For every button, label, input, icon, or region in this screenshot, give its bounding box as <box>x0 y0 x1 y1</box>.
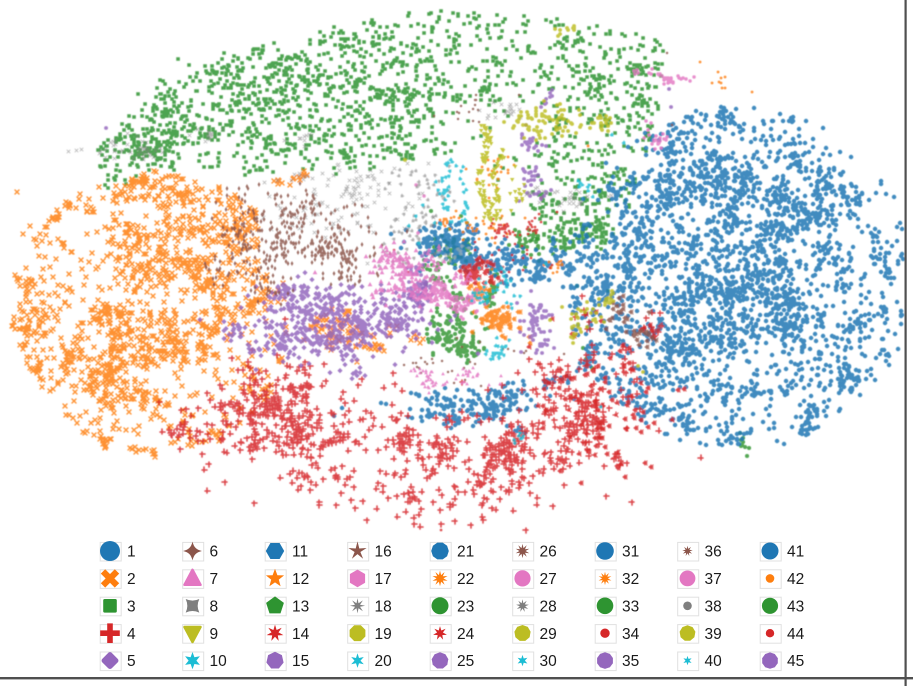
svg-text:8: 8 <box>210 598 219 615</box>
svg-text:4: 4 <box>127 626 136 643</box>
svg-text:12: 12 <box>292 571 309 588</box>
svg-text:44: 44 <box>787 626 805 643</box>
svg-text:14: 14 <box>292 626 310 643</box>
svg-text:21: 21 <box>457 544 474 561</box>
svg-text:45: 45 <box>787 653 804 670</box>
svg-text:26: 26 <box>540 544 557 561</box>
svg-text:16: 16 <box>375 544 392 561</box>
svg-text:2: 2 <box>127 571 136 588</box>
svg-text:31: 31 <box>622 544 639 561</box>
svg-text:22: 22 <box>457 571 474 588</box>
svg-text:5: 5 <box>127 653 136 670</box>
svg-text:39: 39 <box>705 626 722 643</box>
svg-text:3: 3 <box>127 598 136 615</box>
svg-text:24: 24 <box>457 626 475 643</box>
svg-text:30: 30 <box>540 653 558 670</box>
svg-text:11: 11 <box>292 544 308 561</box>
svg-text:18: 18 <box>375 598 392 615</box>
svg-text:10: 10 <box>210 653 228 670</box>
svg-text:33: 33 <box>622 598 639 615</box>
svg-text:25: 25 <box>457 653 474 670</box>
svg-text:43: 43 <box>787 598 804 615</box>
svg-text:23: 23 <box>457 598 474 615</box>
svg-text:7: 7 <box>210 571 219 588</box>
svg-text:29: 29 <box>540 626 557 643</box>
svg-text:6: 6 <box>210 544 219 561</box>
svg-text:40: 40 <box>705 653 723 670</box>
svg-text:35: 35 <box>622 653 639 670</box>
svg-text:28: 28 <box>540 598 557 615</box>
svg-text:32: 32 <box>622 571 639 588</box>
svg-text:19: 19 <box>375 626 392 643</box>
svg-text:37: 37 <box>705 571 722 588</box>
svg-text:9: 9 <box>210 626 219 643</box>
svg-text:1: 1 <box>127 544 136 561</box>
svg-text:13: 13 <box>292 598 309 615</box>
svg-text:17: 17 <box>375 571 392 588</box>
svg-text:41: 41 <box>787 544 804 561</box>
svg-text:20: 20 <box>375 653 393 670</box>
svg-text:34: 34 <box>622 626 640 643</box>
svg-text:27: 27 <box>540 571 557 588</box>
svg-text:42: 42 <box>787 571 804 588</box>
svg-text:38: 38 <box>705 598 722 615</box>
svg-text:36: 36 <box>705 544 722 561</box>
svg-text:15: 15 <box>292 653 309 670</box>
